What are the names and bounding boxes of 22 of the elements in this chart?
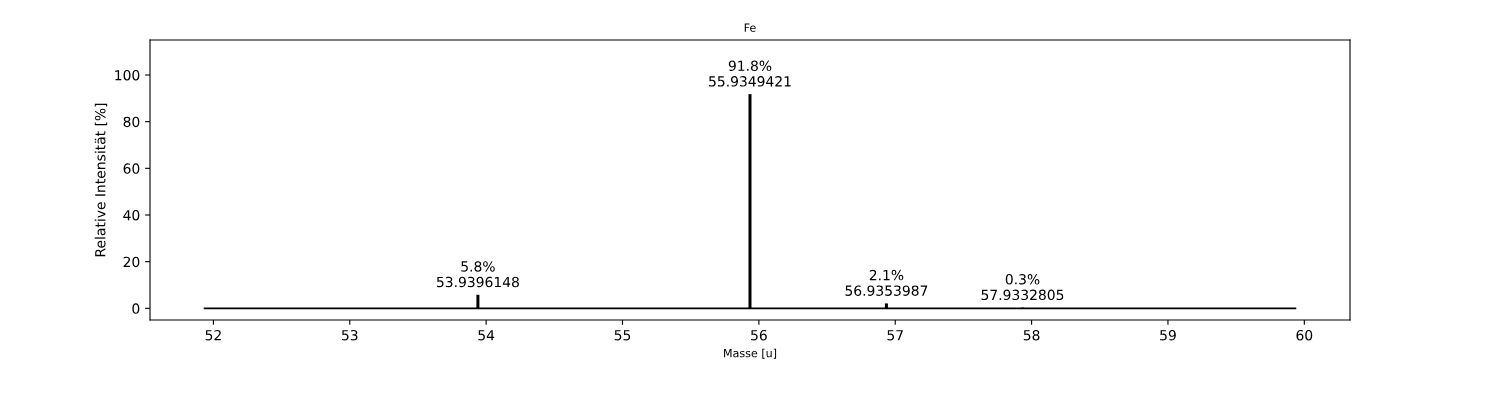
x-tick-label: 54 <box>478 330 495 341</box>
x-tick-label: 56 <box>751 329 767 341</box>
data-label: 5.8% 53.9396148 <box>437 261 519 288</box>
x-tick-label: 57 <box>887 330 903 341</box>
x-tick-label: 53 <box>342 329 358 341</box>
y-tick-label: 0 <box>132 303 140 314</box>
y-axis-title: Relative Intensität [%] <box>94 103 108 257</box>
x-tick-label: 52 <box>205 329 221 341</box>
y-tick-label: 100 <box>115 69 140 81</box>
y-tick-label: 20 <box>123 256 140 268</box>
y-tick-label: 80 <box>123 116 140 128</box>
data-label: 0.3% 57.9332805 <box>981 274 1064 301</box>
data-label: 2.1% 56.9353987 <box>845 269 928 296</box>
data-label: 91.8% 55.9349421 <box>709 60 791 87</box>
x-axis-title: Masse [u] <box>724 348 777 359</box>
x-tick-label: 60 <box>1296 329 1313 341</box>
x-tick-label: 55 <box>614 330 631 341</box>
y-tick-label: 60 <box>123 163 140 174</box>
y-tick-label: 40 <box>123 209 140 221</box>
x-tick-label: 59 <box>1160 329 1176 341</box>
x-tick-label: 58 <box>1023 329 1040 341</box>
chart-title: Fe <box>744 23 756 32</box>
